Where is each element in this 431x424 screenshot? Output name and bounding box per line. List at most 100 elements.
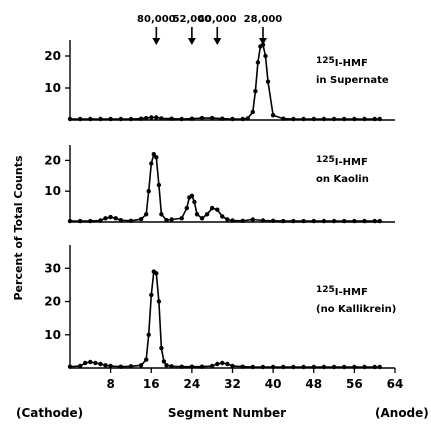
marker-label: 40,000 [198,14,237,25]
data-point [184,205,189,211]
data-point [156,299,162,304]
data-point [189,116,195,121]
data-point [362,364,367,370]
data-point [98,361,103,367]
data-point [281,364,286,370]
data-point [146,332,151,337]
data-point [128,218,134,223]
data-point [225,217,230,222]
data-point [88,116,93,122]
y-tick-label: 10 [44,81,61,95]
x-tick-label: 8 [106,377,114,391]
data-point [321,364,327,370]
annotation-line1: I-HMF [335,157,368,168]
data-point [245,116,250,121]
data-point [301,218,306,224]
y-axis-label: Percent of Total Counts [12,155,25,300]
data-point [377,218,382,224]
data-point [103,216,108,221]
data-point [179,116,184,122]
data-point [144,357,149,362]
data-point [149,115,154,120]
annotation-line1: I-HMF [335,58,368,69]
data-point [138,217,144,222]
data-point [362,218,367,224]
data-point [230,218,235,223]
data-point [194,212,200,217]
data-point [215,207,220,212]
data-point [149,161,154,166]
data-point [270,113,276,118]
data-point [128,364,134,369]
panel-annotation-line2: in Supernate [316,75,389,86]
data-point [199,115,205,121]
marker-label: 52,000 [173,14,212,25]
data-point [250,109,255,115]
data-point [199,364,205,369]
data-point [210,205,215,211]
data-point [240,116,245,122]
data-point [169,217,174,222]
y-tick-label: 20 [44,153,61,167]
x-tick-label: 16 [143,377,160,391]
isotope-superscript: 125 [316,56,335,66]
data-point [331,218,337,224]
data-point [164,218,169,223]
data-point [321,218,327,224]
data-point [154,271,159,276]
data-point [98,218,103,223]
data-point [67,218,73,224]
x-tick-label: 64 [387,377,404,391]
data-point [270,218,276,223]
data-point [179,216,184,221]
data-point [291,364,296,370]
data-point [311,218,316,224]
panel-annotation: 125I-HMF [316,56,368,69]
data-point [93,360,98,366]
data-point [78,116,83,122]
panel-kaolin: 10 20 125I-HMF on Kaolin [44,145,395,224]
y-tick-label: 10 [44,184,61,198]
data-point [372,364,377,370]
data-point [146,189,151,194]
data-point [281,218,286,224]
data-point [138,116,144,121]
marker-label: 80,000 [137,14,176,25]
panel-annotation-line2: on Kaolin [316,174,369,185]
marker-arrow-head [213,38,222,45]
data-point [118,218,124,223]
data-point [352,218,357,224]
data-point [88,218,93,224]
y-tick-label: 20 [44,295,61,309]
data-point [128,116,134,122]
data-point [98,116,103,122]
isotope-superscript: 125 [316,155,335,165]
data-point [255,60,261,65]
data-point [179,364,184,369]
data-point [331,116,337,122]
data-point [372,218,377,224]
data-point [210,115,215,121]
data-point [230,363,235,369]
data-point [138,363,144,368]
panel-annotation-line2: (no Kallikrein) [316,304,396,315]
data-point [108,363,113,369]
marker-arrow-head [258,38,267,45]
series-line [70,43,380,120]
data-point [230,116,235,122]
data-point [250,217,255,222]
data-point [144,212,149,217]
data-point [301,116,306,122]
data-point [253,89,258,94]
data-point [281,116,286,121]
data-point [67,364,73,369]
x-tick-label: 24 [184,377,201,391]
marker-arrow-head [152,38,161,45]
data-point [204,212,210,217]
data-point [169,364,174,369]
data-point [103,363,108,368]
data-point [83,360,88,366]
data-point [352,364,357,370]
data-point [240,218,245,223]
